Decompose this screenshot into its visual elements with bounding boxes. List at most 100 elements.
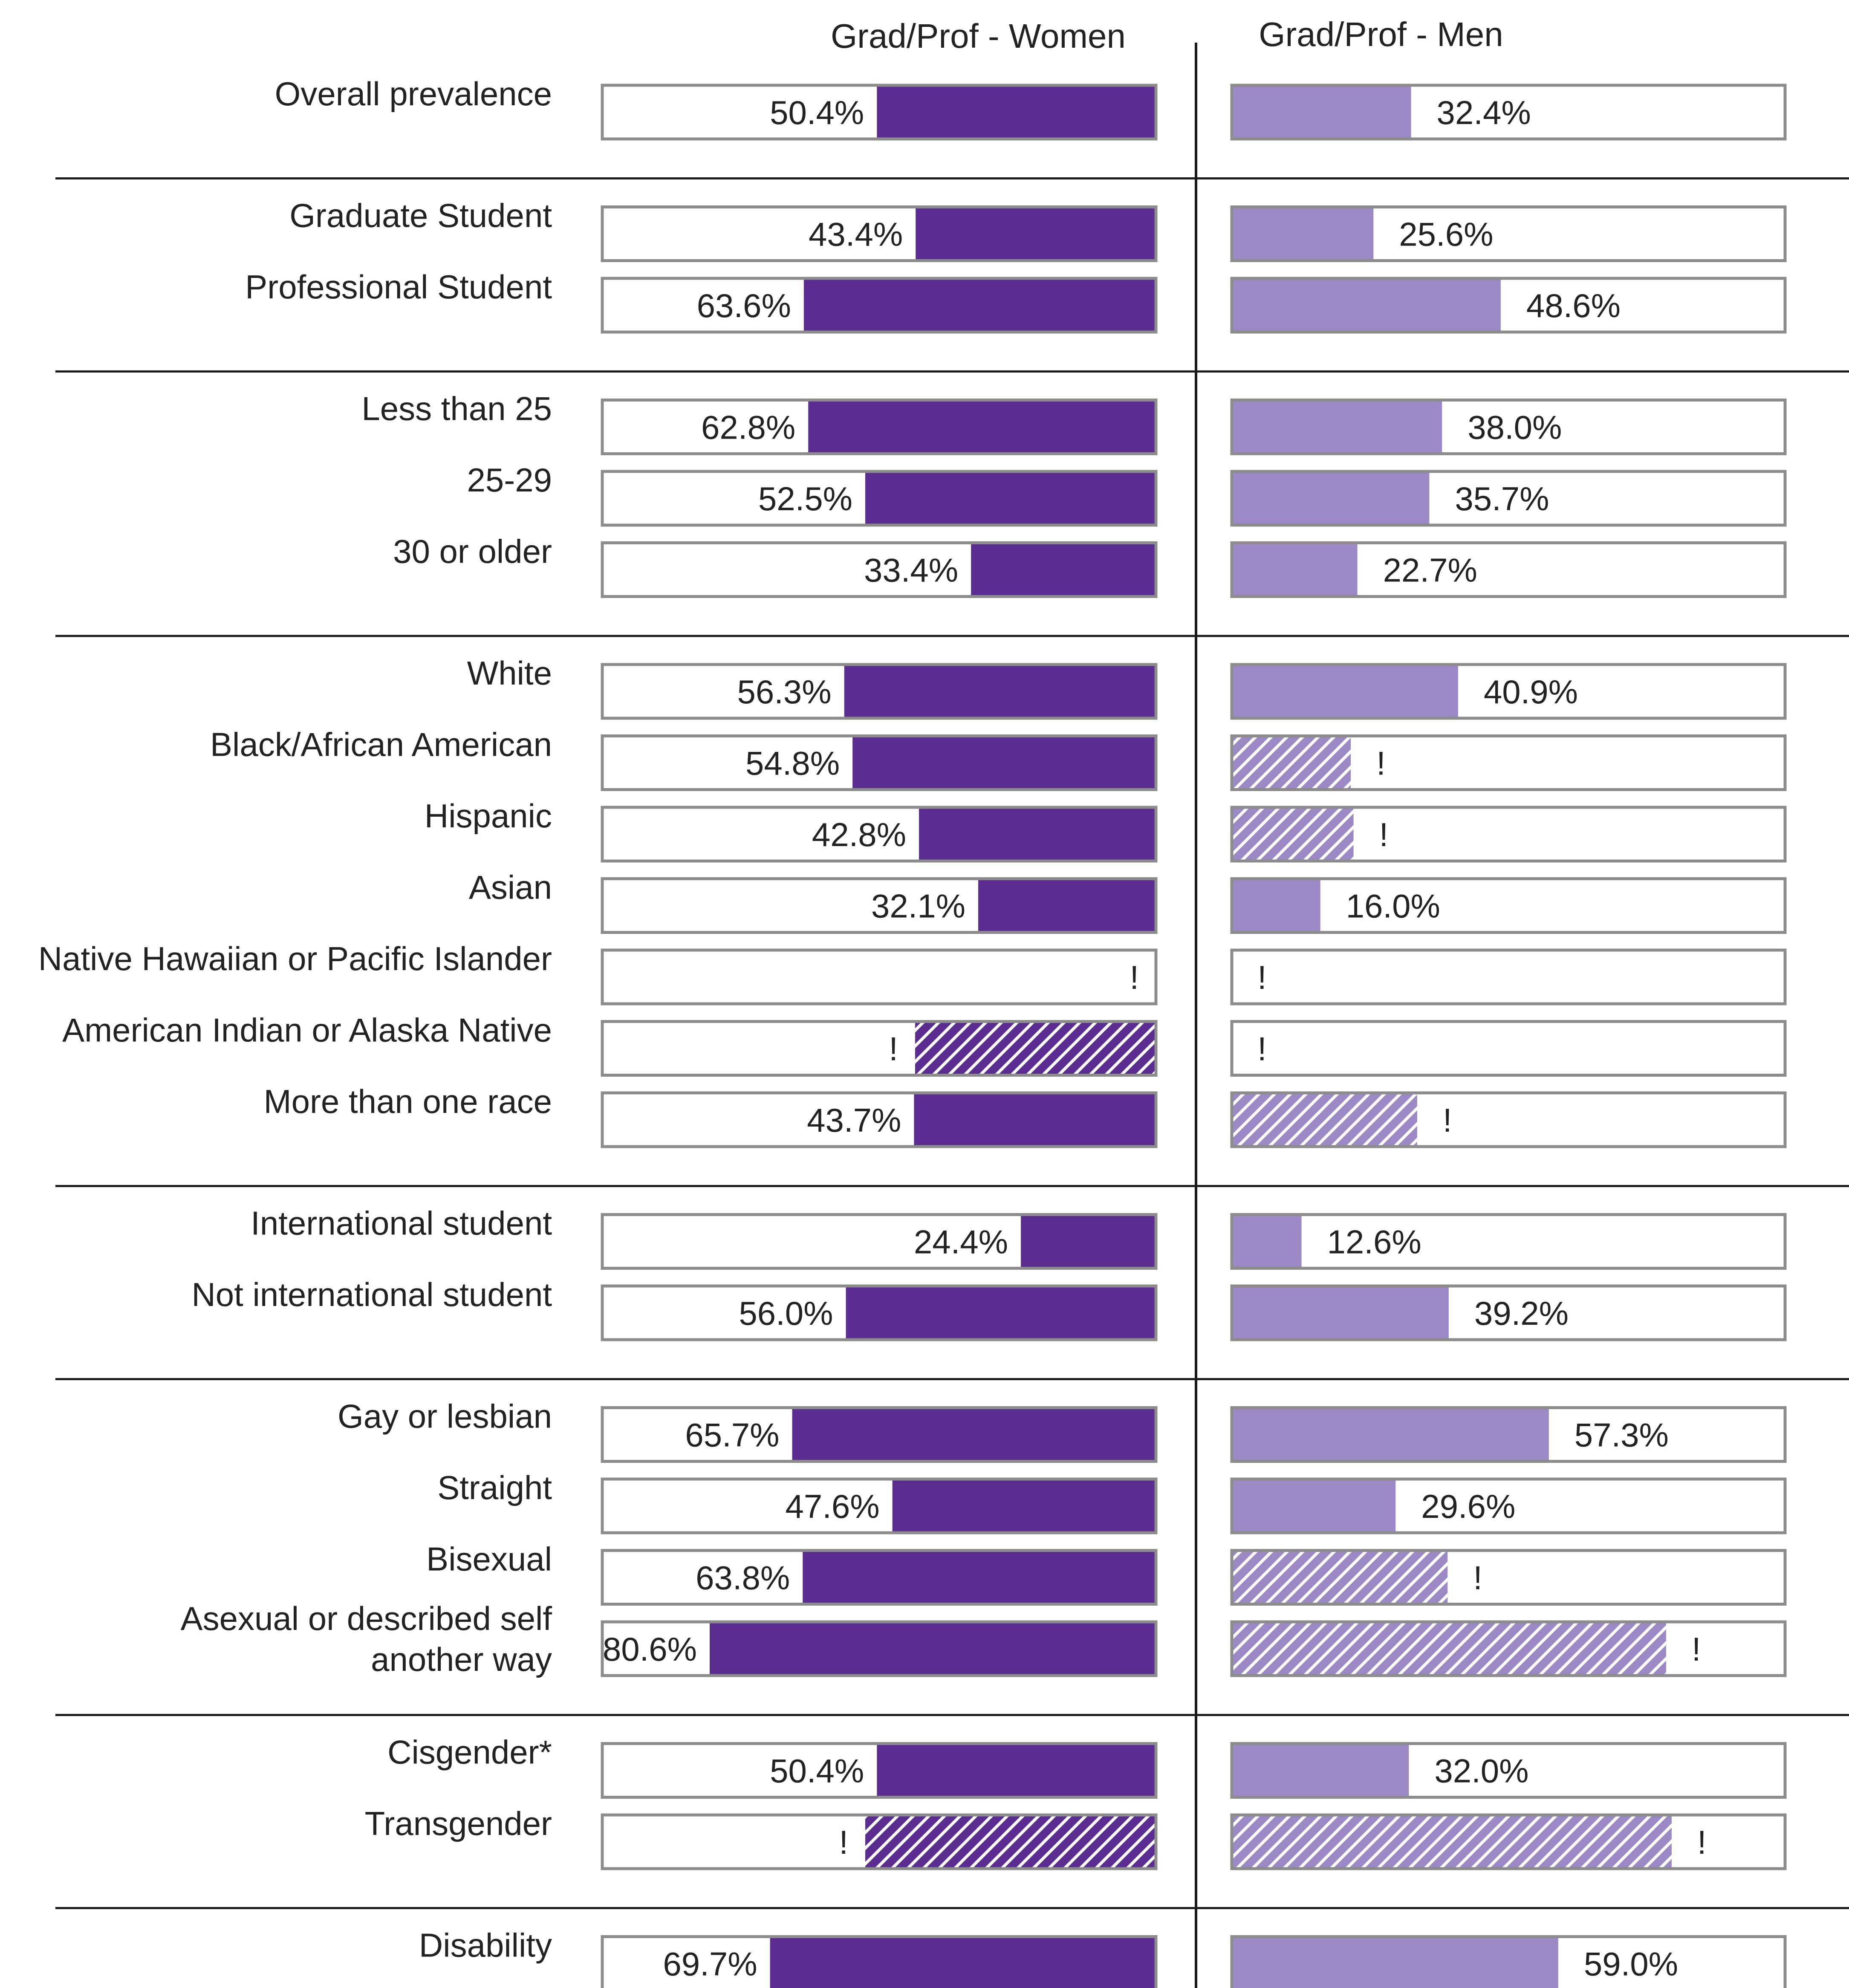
men-value-label: 35.7% [1455,480,1549,517]
women-bar-suppressed [865,1816,1155,1867]
row-not-international-student: Not international student 56.0% 39.2% [191,1276,1787,1341]
category-label: Disability [419,1927,552,1964]
men-bar [1233,1938,1558,1988]
women-value-label: 33.4% [864,552,958,589]
women-bar-suppressed [915,1023,1155,1074]
men-bar [1233,87,1411,138]
men-value-label: 29.6% [1421,1488,1515,1525]
chart-rows: Overall prevalence 50.4% 32.4% Graduate Stu… [38,75,1849,1988]
women-bar [846,1287,1155,1338]
women-value-label: 62.8% [701,409,795,446]
men-bar-frame [1230,1020,1787,1077]
men-suppressed-marker: ! [1473,1559,1482,1597]
row-graduate-student: Graduate Student 43.4% 25.6% [289,197,1787,262]
women-value-label: 50.4% [770,94,864,131]
women-value-label: 52.5% [758,480,852,517]
women-bar [770,1938,1155,1988]
category-label: Gay or lesbian [338,1398,552,1435]
women-value-label: 42.8% [812,816,906,853]
men-suppressed-marker: ! [1692,1630,1701,1668]
women-value-label: 43.7% [807,1101,901,1139]
men-value-label: 57.3% [1575,1416,1669,1454]
women-value-label: 63.6% [697,287,791,324]
men-bar [1233,1216,1302,1267]
men-bar [1233,666,1458,717]
men-value-label: 40.9% [1484,673,1578,711]
category-label: More than one race [264,1083,552,1120]
row-overall-prevalence: Overall prevalence 50.4% 32.4% [275,75,1787,141]
women-bar [808,402,1155,452]
category-label: 30 or older [393,533,552,570]
men-suppressed-marker: ! [1443,1101,1452,1139]
men-bar [1233,402,1442,452]
men-bar-frame [1230,948,1787,1006]
men-bar [1233,280,1501,331]
category-label: Graduate Student [289,197,552,234]
category-label: Straight [437,1469,552,1506]
category-label: Asexual or described self [181,1600,552,1637]
row-hispanic: Hispanic 42.8%! [425,797,1787,863]
category-label: Asian [469,869,552,906]
women-value-label: 56.0% [739,1295,833,1332]
category-label: White [467,654,552,692]
men-value-label: 16.0% [1346,887,1440,925]
men-value-label: 39.2% [1474,1295,1569,1332]
category-label: International student [251,1205,552,1242]
men-bar [1233,1745,1409,1796]
men-bar-suppressed [1233,809,1354,860]
row-gay-or-lesbian: Gay or lesbian 65.7% 57.3% [338,1398,1787,1463]
women-value-label: 32.1% [871,887,965,925]
men-bar-suppressed [1233,737,1351,788]
men-value-label: 32.0% [1434,1752,1528,1790]
women-value-label: 69.7% [663,1945,757,1983]
men-bar-suppressed [1233,1623,1666,1674]
category-label: Black/African American [210,726,552,763]
men-value-label: 38.0% [1468,409,1562,446]
panel-title-women: Grad/Prof - Women [831,17,1126,55]
row-professional-student: Professional Student 63.6% 48.6% [245,268,1787,334]
women-bar [844,666,1155,717]
women-bar [803,1552,1155,1603]
men-bar [1233,1287,1449,1338]
women-value-label: 47.6% [786,1488,880,1525]
men-suppressed-marker: ! [1257,959,1267,996]
category-label: Native Hawaiian or Pacific Islander [38,940,552,977]
men-bar-suppressed [1233,1094,1417,1145]
category-label: Not international student [191,1276,552,1313]
category-label: Professional Student [245,268,552,306]
row-white: White 56.3% 40.9% [467,654,1787,720]
men-value-label: 59.0% [1584,1945,1678,1983]
women-bar [978,880,1155,931]
category-label: Hispanic [425,797,552,835]
men-bar [1233,880,1320,931]
women-suppressed-marker: ! [839,1823,848,1861]
category-label: American Indian or Alaska Native [62,1011,552,1049]
panel-title-men: Grad/Prof - Men [1259,15,1503,53]
men-bar-suppressed [1233,1816,1672,1867]
women-suppressed-marker: ! [1130,959,1139,996]
women-value-label: 54.8% [745,745,840,782]
row-native-hawaiian-or-pacific-islander: Native Hawaiian or Pacific Islander!! [38,940,1787,1006]
women-value-label: 63.8% [696,1559,790,1597]
category-label: 25-29 [467,461,552,499]
women-bar [892,1480,1155,1531]
men-suppressed-marker: ! [1257,1030,1267,1068]
row-30-or-older: 30 or older 33.4% 22.7% [393,533,1787,598]
women-bar [803,280,1155,331]
category-label: another way [371,1641,552,1678]
category-label: Overall prevalence [275,75,552,113]
men-value-label: 22.7% [1383,552,1477,589]
men-value-label: 12.6% [1327,1223,1421,1261]
row-disability: Disability 69.7% 59.0% [419,1927,1787,1988]
men-bar [1233,473,1430,524]
category-label: Bisexual [426,1540,552,1578]
women-value-label: 56.3% [737,673,831,711]
category-label: Transgender [365,1805,552,1842]
women-bar [971,544,1155,595]
women-value-label: 80.6% [603,1630,697,1668]
row-25-29: 25-29 52.5% 35.7% [467,461,1787,527]
women-bar [916,208,1155,259]
men-bar-frame [1230,1213,1787,1270]
women-bar [877,87,1155,138]
